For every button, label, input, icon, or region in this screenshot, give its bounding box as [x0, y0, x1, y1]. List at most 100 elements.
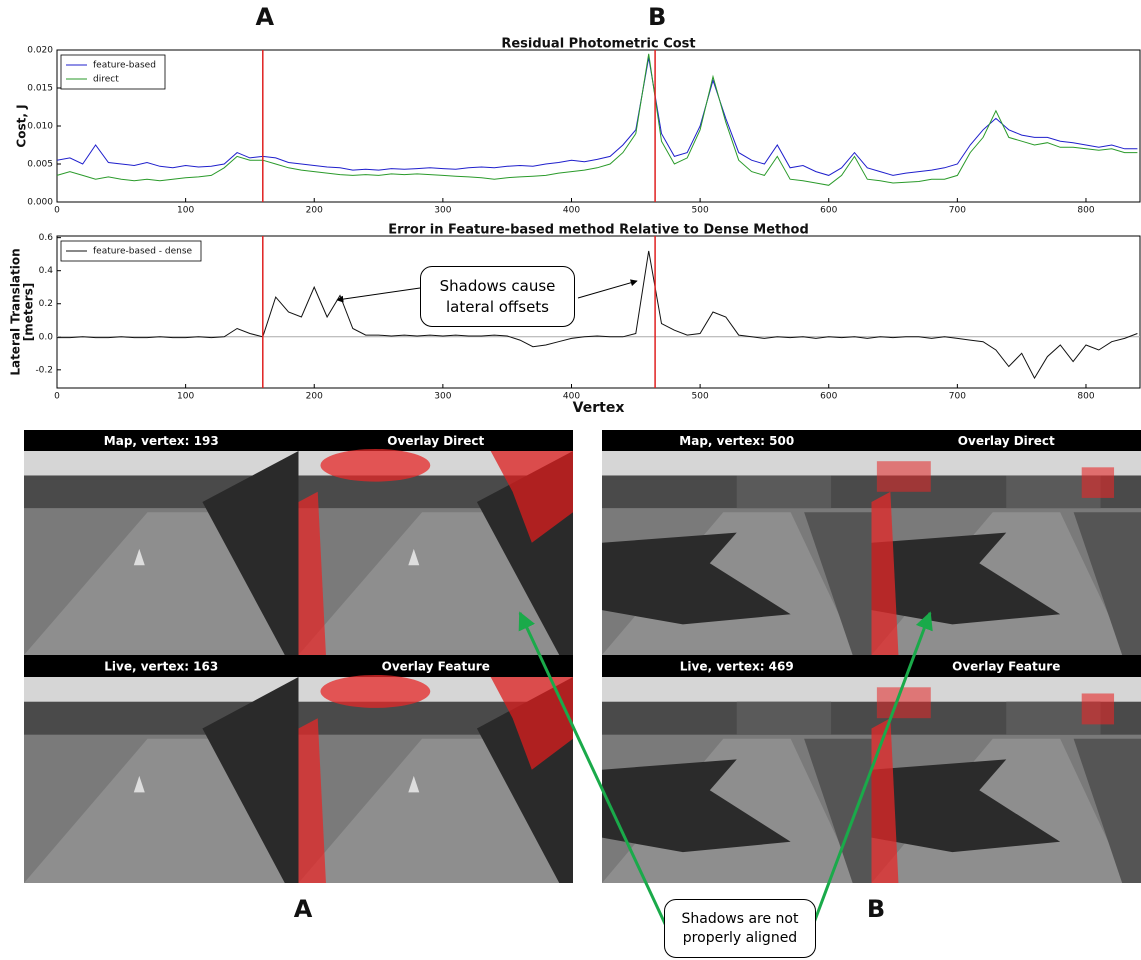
x-tick-label: 600	[820, 206, 837, 216]
panel-title-bar	[298, 655, 573, 677]
y-tick-label: 0.2	[39, 299, 53, 309]
y-axis-label: Lateral Translation	[9, 248, 23, 375]
overlay-blob	[320, 448, 431, 482]
arrow	[577, 279, 638, 299]
building	[736, 701, 832, 735]
x-tick-label: 500	[692, 206, 709, 216]
y-axis-label: [meters]	[22, 283, 36, 342]
x-axis-label: Vertex	[573, 400, 625, 416]
overlay-strip	[871, 491, 899, 655]
photo	[298, 674, 573, 883]
overlay-blob	[490, 451, 573, 543]
panel-title-bar	[602, 430, 872, 451]
overlay-blob	[1081, 693, 1115, 725]
y-tick-label: -0.2	[35, 365, 53, 375]
building	[736, 475, 832, 509]
panel-title-bar	[602, 655, 872, 677]
y-tick-label: 0.010	[27, 122, 53, 132]
overlay-strip	[298, 491, 326, 655]
panel-title: Overlay Direct	[387, 434, 484, 448]
y-tick-label: 0.4	[39, 266, 54, 276]
x-tick-label: 0	[54, 392, 60, 402]
y-tick-label: 0.015	[27, 84, 53, 94]
photo	[602, 677, 872, 883]
y-tick-label: 0.0	[39, 332, 54, 342]
panel-title: Map, vertex: 500	[679, 434, 794, 448]
y-tick-label: 0.6	[39, 233, 54, 243]
x-tick-label: 200	[306, 392, 323, 402]
x-tick-label: 600	[820, 392, 837, 402]
photo	[602, 451, 872, 655]
plot-area	[56, 235, 1141, 389]
overlay-blob	[876, 687, 931, 719]
x-tick-label: 300	[434, 392, 451, 402]
legend-label: feature-based - dense	[93, 247, 193, 257]
photo	[298, 448, 573, 655]
cone	[133, 548, 145, 566]
wall	[202, 677, 299, 883]
x-tick-label: 100	[177, 392, 194, 402]
shadow	[871, 532, 1061, 625]
panel-title: Map, vertex: 193	[104, 434, 219, 448]
y-tick-label: 0.000	[27, 198, 53, 208]
legend-label: direct	[93, 75, 119, 85]
arrow	[810, 611, 933, 929]
panel-title-bar	[871, 655, 1141, 677]
x-tick-label: 700	[949, 206, 966, 216]
x-tick-label: 800	[1077, 206, 1094, 216]
x-tick-label: 0	[54, 206, 60, 216]
panel-title: Overlay Direct	[958, 434, 1055, 448]
panel-title-bar	[298, 430, 573, 451]
road	[298, 738, 560, 883]
x-tick-label: 400	[563, 206, 580, 216]
legend-label: feature-based	[93, 61, 156, 71]
x-tick-label: 700	[949, 392, 966, 402]
marker-label: A	[256, 3, 275, 31]
panel-title: Overlay Feature	[952, 660, 1060, 674]
arrow	[336, 287, 421, 303]
overlay-blob	[1081, 467, 1115, 498]
x-tick-label: 800	[1077, 392, 1094, 402]
overlay-blob	[320, 674, 431, 708]
legend-box	[60, 54, 166, 90]
chart-title: Residual Photometric Cost	[501, 37, 695, 52]
overlay-strip	[298, 718, 326, 883]
road	[298, 512, 560, 655]
series-line	[56, 53, 1138, 186]
shadow	[871, 759, 1061, 853]
x-tick-label: 100	[177, 206, 194, 216]
legend-box	[60, 240, 202, 262]
photo	[871, 677, 1141, 883]
cone	[408, 775, 420, 793]
panel-title: Overlay Feature	[382, 660, 490, 674]
shadow	[602, 532, 791, 625]
photo	[24, 677, 299, 883]
y-axis-label: Cost, J	[15, 104, 29, 147]
callout: Shadows are not properly aligned	[664, 899, 816, 958]
x-tick-label: 500	[692, 392, 709, 402]
wall	[202, 451, 299, 655]
panel-label: B	[867, 895, 885, 923]
panel-label: A	[294, 895, 313, 923]
panel-title-bar	[24, 655, 299, 677]
x-tick-label: 300	[434, 206, 451, 216]
grass	[1073, 512, 1141, 655]
x-tick-label: 400	[563, 392, 580, 402]
shadow	[602, 759, 791, 853]
series-line	[56, 57, 1138, 176]
panel-title: Live, vertex: 163	[104, 660, 218, 674]
annotation: Shadows cause lateral offsets	[420, 266, 575, 327]
series-line	[57, 250, 1138, 380]
x-tick-label: 200	[306, 206, 323, 216]
panel-title-bar	[24, 430, 299, 451]
cone	[133, 775, 145, 793]
overlay-blob	[876, 461, 931, 492]
chart-title: Error in Feature-based method Relative t…	[388, 223, 809, 238]
grass	[804, 738, 872, 883]
road	[24, 738, 285, 883]
photo	[24, 451, 299, 655]
road	[24, 512, 285, 655]
y-tick-label: 0.005	[27, 160, 53, 170]
